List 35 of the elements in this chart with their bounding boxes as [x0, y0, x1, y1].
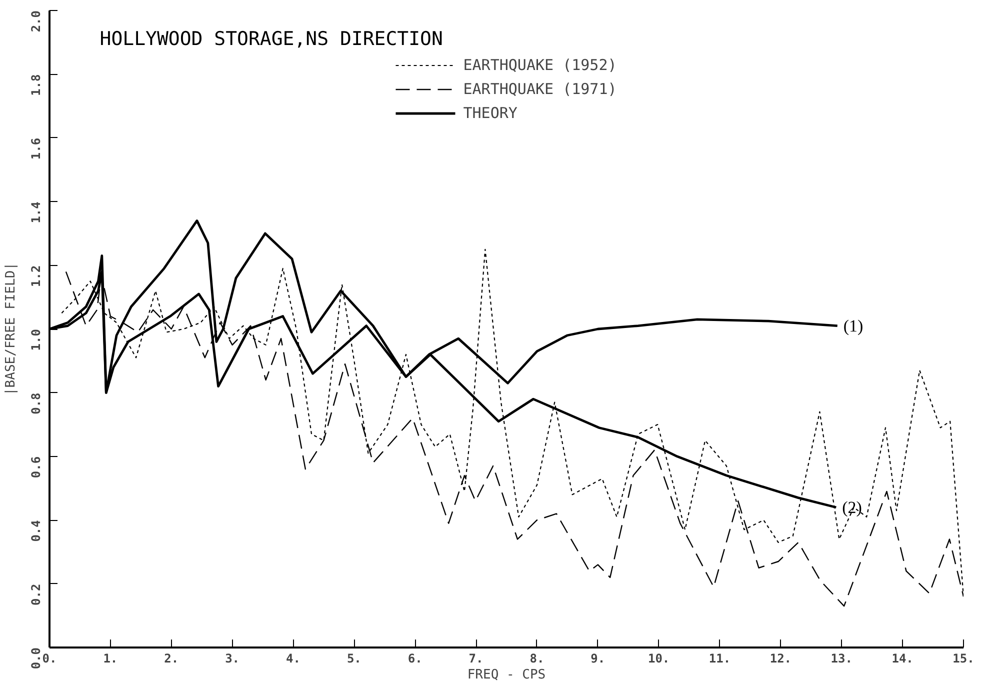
x-tick-label: 5.: [346, 652, 362, 666]
y-tick-label: 2.0: [29, 10, 43, 32]
y-tick-label: 1.8: [29, 74, 43, 96]
x-tick-label: 0.: [42, 652, 57, 666]
legend-label: THEORY: [463, 104, 518, 122]
legend-label: EARTHQUAKE (1971): [463, 80, 617, 98]
y-tick-label: 1.6: [29, 138, 43, 160]
x-tick-label: 11.: [708, 652, 731, 666]
y-tick-label: 0.4: [29, 520, 43, 542]
x-tick-label: 14.: [892, 652, 914, 666]
y-tick-label: 0.2: [29, 584, 43, 606]
x-tick-label: 12.: [770, 652, 792, 666]
x-tick-label: 6.: [408, 652, 422, 666]
x-tick-label: 3.: [225, 652, 240, 666]
x-tick-label: 1.: [103, 652, 118, 666]
y-tick-label: 1.4: [29, 202, 43, 224]
y-tick-label: 0.0: [29, 647, 43, 670]
x-tick-label: 2.: [164, 652, 179, 666]
x-tick-label: 15.: [952, 652, 974, 666]
legend-label: EARTHQUAKE (1952): [463, 56, 617, 74]
y-tick-label: 1.0: [29, 328, 43, 351]
x-tick-label: 7.: [468, 652, 484, 666]
x-tick-label: 13.: [830, 652, 852, 666]
text: HOLLYWOOD STORAGE,NS DIRECTION: [100, 28, 443, 50]
y-tick-label: 1.2: [29, 265, 43, 287]
annotation: (2): [842, 498, 862, 517]
x-axis-title: FREQ - CPS: [467, 668, 546, 682]
y-tick-label: 0.8: [29, 392, 43, 414]
x-tick-label: 8.: [530, 652, 544, 666]
x-tick-label: 9.: [590, 652, 606, 666]
annotation: (1): [843, 316, 864, 336]
y-tick-label: 0.6: [29, 456, 43, 478]
x-tick-label: 4.: [286, 652, 300, 666]
y-axis-title: |BASE/FREE FIELD|: [4, 262, 18, 396]
x-tick-label: 10.: [648, 652, 670, 666]
